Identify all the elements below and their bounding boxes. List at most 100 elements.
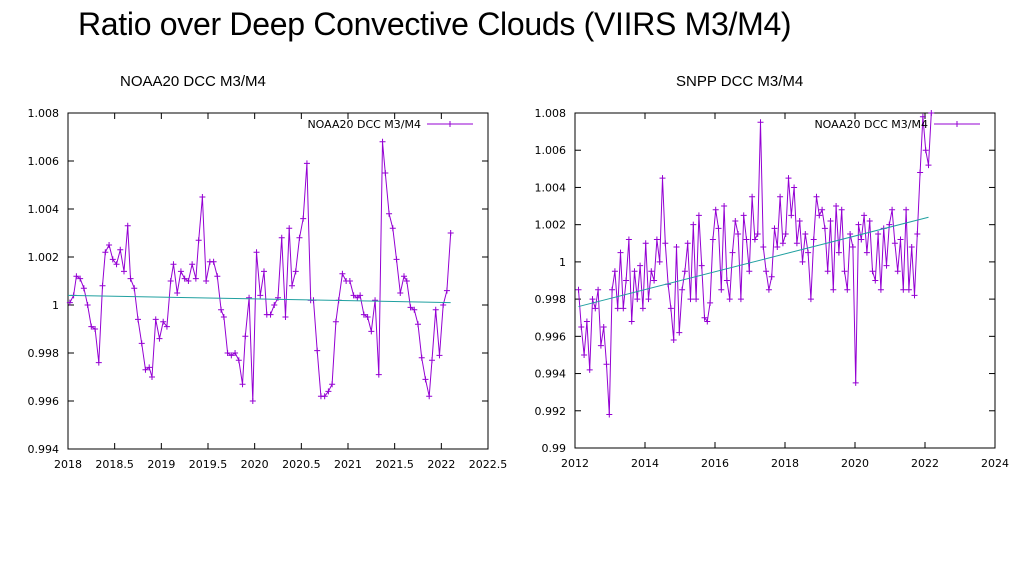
snpp-data-point	[670, 337, 677, 344]
snpp-data-point	[721, 203, 728, 210]
snpp-data-point	[917, 169, 924, 176]
noaa20-xtick-label: 2019	[147, 458, 175, 471]
snpp-data-point	[852, 379, 859, 386]
noaa20-ytick-label: 1.002	[28, 251, 60, 264]
snpp-ytick-label: 0.996	[535, 330, 567, 343]
chart-caption-snpp: SNPP DCC M3/M4	[676, 73, 804, 90]
snpp-ytick-label: 0.99	[542, 442, 567, 455]
noaa20-data-point	[189, 261, 196, 268]
snpp-data-point	[863, 249, 870, 256]
noaa20-data-point	[397, 290, 404, 296]
snpp-data-point	[690, 221, 697, 228]
noaa20-data-point	[88, 323, 95, 330]
snpp-data-point	[631, 268, 638, 275]
snpp-trend-line	[578, 216, 929, 308]
snpp-data-point	[841, 268, 848, 275]
snpp-data-point	[740, 212, 747, 219]
snpp-data-point	[746, 268, 753, 275]
noaa20-data-point	[66, 299, 73, 306]
noaa20-data-point	[261, 268, 267, 275]
noaa20-data-point	[152, 316, 159, 323]
noaa20-data-point	[346, 278, 353, 284]
snpp-data-point	[757, 119, 764, 126]
snpp-data-point	[855, 221, 862, 228]
snpp-data-point	[779, 240, 786, 247]
snpp-data-point	[589, 296, 596, 303]
snpp-data-point	[704, 318, 711, 325]
snpp-data-point	[659, 175, 666, 182]
snpp-data-point	[774, 244, 781, 250]
noaa20-data-point	[246, 294, 253, 301]
noaa20-data-point	[329, 381, 336, 388]
noaa20-data-point	[325, 388, 332, 395]
noaa20-data-point	[95, 359, 102, 366]
snpp-data-point	[625, 236, 632, 243]
noaa20-data-point	[350, 292, 357, 299]
noaa20-data-point	[368, 328, 375, 335]
snpp-data-point	[771, 225, 778, 232]
noaa20-data-point	[199, 194, 206, 200]
snpp-data-point	[718, 286, 725, 293]
noaa20-data-point	[127, 275, 134, 282]
snpp-data-point	[911, 292, 918, 299]
noaa20-data-point	[379, 138, 386, 145]
snpp-ytick-label: 1	[559, 256, 566, 269]
snpp-data-point	[847, 230, 854, 237]
noaa20-data-point	[224, 350, 231, 356]
noaa20-data-point	[332, 318, 339, 325]
noaa20-data-point	[113, 261, 120, 268]
snpp-data-point	[925, 162, 932, 169]
noaa20-data-point	[192, 275, 199, 282]
noaa20-data-point	[386, 210, 393, 217]
noaa20-legend-label: NOAA20 DCC M3/M4	[307, 118, 421, 131]
noaa20-data-point	[357, 292, 364, 299]
snpp-data-point	[653, 236, 660, 243]
snpp-data-point	[701, 314, 708, 321]
snpp-data-point	[676, 329, 683, 336]
snpp-data-point	[765, 286, 772, 293]
noaa20-data-point	[242, 333, 249, 340]
snpp-data-point	[844, 286, 851, 293]
snpp-series-line	[578, 112, 932, 415]
snpp-data-point	[583, 318, 590, 325]
noaa20-data-point	[418, 354, 425, 361]
noaa20-data-point	[73, 273, 80, 280]
noaa20-data-point	[422, 376, 429, 383]
noaa20-data-point	[77, 275, 84, 282]
noaa20-data-point	[142, 366, 149, 373]
snpp-data-point	[785, 175, 792, 182]
noaa20-data-point	[218, 306, 225, 313]
snpp-data-point	[707, 299, 714, 306]
snpp-data-point	[830, 286, 837, 293]
snpp-data-point	[726, 296, 733, 303]
snpp-data-point	[578, 324, 585, 331]
noaa20-data-point	[411, 306, 418, 313]
snpp-data-point	[737, 296, 744, 303]
noaa20-data-point	[289, 282, 295, 289]
noaa20-data-point	[303, 160, 310, 167]
snpp-data-point	[919, 113, 926, 120]
noaa20-data-point	[84, 302, 91, 308]
snpp-data-point	[637, 262, 644, 269]
noaa20-data-point	[300, 215, 307, 222]
snpp-plot-frame	[574, 112, 996, 449]
noaa20-xtick-label: 2021	[334, 458, 362, 471]
noaa20-data-point	[296, 234, 303, 241]
snpp-data-point	[922, 147, 929, 154]
noaa20-data-point	[109, 256, 116, 263]
snpp-data-point	[614, 305, 621, 312]
noaa20-data-point	[99, 282, 106, 289]
snpp-data-point	[749, 193, 756, 200]
noaa20-data-point	[203, 278, 210, 284]
noaa20-data-point	[210, 258, 217, 265]
snpp-data-point	[603, 361, 610, 368]
snpp-data-point	[807, 296, 814, 303]
snpp-data-point	[684, 240, 691, 247]
noaa20-data-point	[80, 285, 87, 292]
noaa20-ytick-label: 0.994	[28, 443, 60, 456]
noaa20-data-point	[177, 268, 184, 275]
noaa20-data-point	[360, 311, 367, 318]
snpp-data-point	[648, 268, 655, 275]
snpp-xtick-label: 2016	[701, 457, 729, 470]
